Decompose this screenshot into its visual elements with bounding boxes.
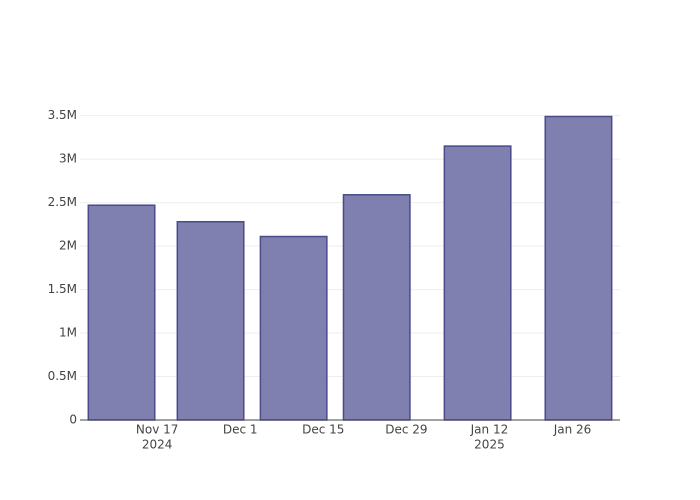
y-tick-label: 3.5M	[48, 108, 77, 122]
x-tick-label: Jan 26	[553, 423, 592, 437]
bar	[443, 145, 512, 421]
x-tick-label: Dec 29	[385, 423, 427, 437]
y-tick-label: 3M	[59, 152, 77, 166]
bar	[176, 220, 245, 421]
bar	[342, 194, 411, 421]
y-tick-label: 1.5M	[48, 282, 77, 296]
y-tick-label: 0	[69, 413, 77, 427]
x-tick-label: Dec 1	[223, 423, 258, 437]
bar	[87, 204, 156, 421]
x-tick-label: Dec 15	[302, 423, 344, 437]
bar	[544, 115, 613, 421]
bar	[259, 235, 328, 421]
x-tick-label: Nov 17	[136, 423, 179, 437]
y-tick-label: 2.5M	[48, 195, 77, 209]
y-tick-label: 1M	[59, 326, 77, 340]
x-tick-sublabel: 2025	[474, 438, 505, 452]
x-tick-sublabel: 2024	[142, 438, 173, 452]
x-tick-label: Jan 12	[470, 423, 509, 437]
y-tick-label: 0.5M	[48, 369, 77, 383]
y-tick-label: 2M	[59, 239, 77, 253]
